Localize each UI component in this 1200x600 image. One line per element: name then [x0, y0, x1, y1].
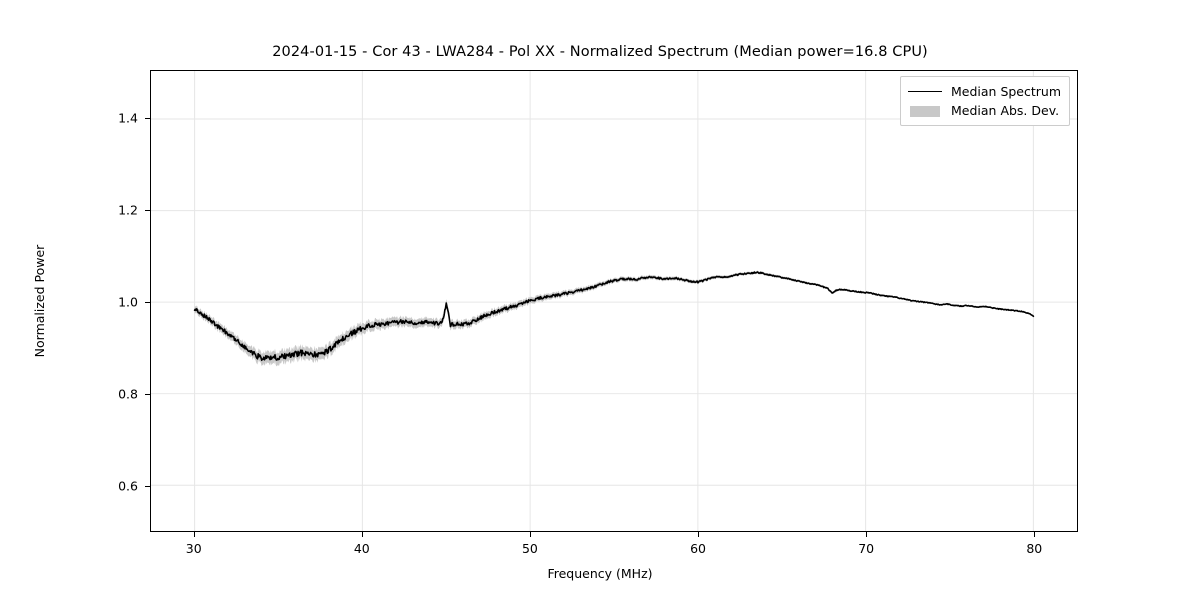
legend-item-median-abs-dev: Median Abs. Dev.: [908, 101, 1061, 120]
y-tick-label: 1.0: [118, 294, 138, 310]
y-tick-label: 1.2: [118, 202, 138, 218]
y-tick-label: 0.6: [118, 478, 138, 494]
y-tick-label: 0.8: [118, 386, 138, 402]
legend-patch-swatch: [908, 104, 942, 118]
gridlines: [151, 71, 1077, 531]
y-tick-mark: [145, 302, 150, 304]
legend-label-median-spectrum: Median Spectrum: [951, 84, 1062, 99]
x-tick-label: 60: [690, 541, 706, 556]
y-axis-label: Normalized Power: [32, 244, 47, 358]
plot-area: [150, 70, 1078, 532]
median-abs-dev-band: [194, 270, 1034, 367]
x-tick-label: 50: [521, 541, 538, 556]
x-tick-mark: [866, 532, 868, 537]
x-tick-label: 40: [353, 541, 370, 556]
y-tick-mark: [145, 486, 150, 488]
x-tick-mark: [698, 532, 700, 537]
median-spectrum-line: [193, 271, 1035, 362]
x-tick-mark: [361, 532, 363, 537]
y-tick-mark: [145, 118, 150, 120]
plot-svg: [151, 71, 1077, 531]
legend-line-swatch: [908, 85, 942, 99]
x-tick-label: 70: [858, 541, 875, 556]
x-tick-mark: [529, 532, 532, 537]
y-tick-mark: [145, 210, 150, 212]
y-tick-mark: [145, 394, 150, 396]
x-axis-label: Frequency (MHz): [547, 566, 653, 581]
legend-label-median-abs-dev: Median Abs. Dev.: [951, 103, 1060, 118]
chart-title: 2024-01-15 - Cor 43 - LWA284 - Pol XX - …: [272, 44, 928, 60]
x-tick-label: 80: [1026, 541, 1043, 556]
x-tick-mark: [1034, 532, 1036, 537]
x-tick-mark: [193, 532, 195, 537]
legend-item-median-spectrum: Median Spectrum: [908, 82, 1061, 101]
legend: Median Spectrum Median Abs. Dev.: [900, 76, 1071, 126]
x-tick-label: 30: [185, 541, 202, 556]
y-tick-label: 1.4: [118, 110, 138, 126]
